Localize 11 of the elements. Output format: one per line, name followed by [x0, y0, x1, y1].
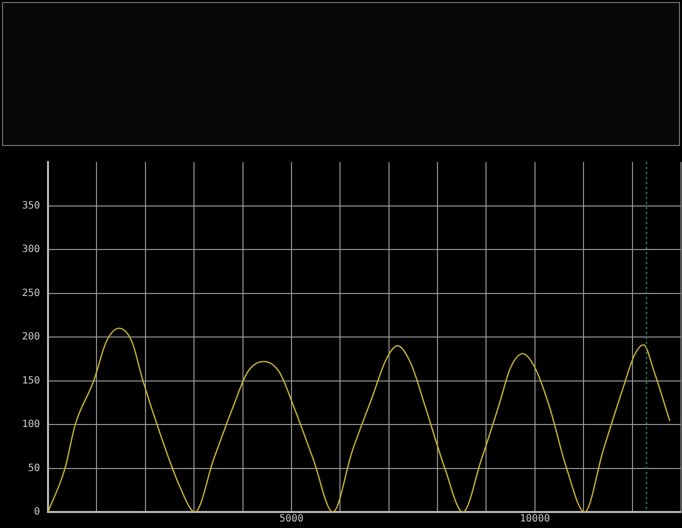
y-tick-label: 0 [34, 506, 40, 518]
x-tick-label: 10000 [520, 514, 550, 525]
y-tick-label: 50 [28, 462, 40, 474]
y-tick-label: 150 [22, 375, 40, 386]
x-tick-label: 5000 [279, 514, 304, 525]
y-tick-label: 250 [22, 288, 40, 299]
y-tick-label: 350 [22, 200, 40, 212]
y-tick-label: 200 [22, 332, 40, 343]
line-series [48, 328, 670, 512]
y-tick-label: 100 [22, 419, 40, 430]
y-tick-label: 300 [22, 244, 40, 256]
